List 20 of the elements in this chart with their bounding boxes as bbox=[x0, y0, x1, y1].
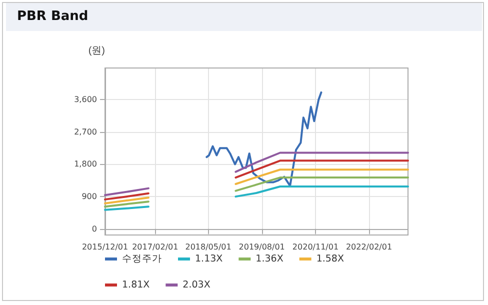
y-tick-label: 900 bbox=[82, 192, 97, 202]
y-tick-label: 3,600 bbox=[74, 95, 97, 104]
x-tick-label: 2022/02/01 bbox=[346, 242, 392, 252]
y-tick-label: 0 bbox=[92, 224, 97, 234]
chart-title: PBR Band bbox=[17, 9, 88, 24]
y-axis-title: (원) bbox=[88, 46, 105, 56]
legend-label: 2.03X bbox=[182, 280, 211, 290]
y-tick-label: 2,700 bbox=[74, 127, 97, 136]
x-tick-label: 2020/11/01 bbox=[292, 242, 339, 252]
legend-label: 1.58X bbox=[316, 254, 344, 264]
legend-label: 수정주가 bbox=[122, 254, 162, 264]
legend-label: 1.13X bbox=[195, 254, 224, 264]
x-tick-label: 2018/05/01 bbox=[185, 242, 232, 252]
x-tick-label: 2015/12/01 bbox=[82, 242, 128, 252]
y-tick-label: 1,800 bbox=[74, 160, 97, 169]
line-series bbox=[206, 91, 322, 187]
x-tick-label: 2017/02/01 bbox=[132, 242, 178, 252]
legend-label: 1.81X bbox=[122, 280, 150, 290]
legend-label: 1.36X bbox=[256, 254, 284, 264]
x-tick-label: 2019/08/01 bbox=[238, 242, 285, 252]
